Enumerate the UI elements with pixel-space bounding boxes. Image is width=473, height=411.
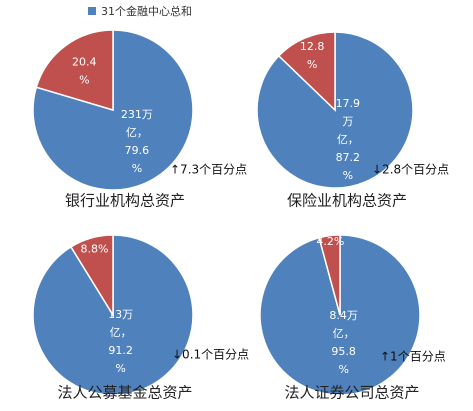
value-label: 亿， (333, 327, 355, 340)
annotation: ↓2.8个百分点 (372, 163, 449, 177)
value-label: % (343, 169, 353, 182)
value-label: 87.2 (336, 151, 361, 164)
value-label: % (79, 74, 89, 87)
value-label: 231万 (121, 108, 153, 121)
value-label: 17.9 (336, 97, 361, 110)
annotation: ↑1个百分点 (380, 350, 446, 364)
value-label: 万 (342, 115, 353, 128)
pie-title: 法人证券公司总资产 (284, 384, 419, 402)
value-label: 8.8% (80, 243, 108, 256)
pie-title: 银行业机构总资产 (65, 192, 185, 210)
pie-slice (318, 234, 341, 316)
value-label: 91.2 (108, 344, 133, 357)
pie-slice (69, 234, 114, 318)
legend-swatch (88, 7, 96, 15)
pie-title: 保险业机构总资产 (287, 192, 407, 210)
value-label: 4.2% (316, 235, 344, 248)
value-label: % (115, 362, 125, 375)
annotation: ↓0.1个百分点 (172, 348, 249, 362)
pie-title: 法人公募基金总资产 (57, 384, 192, 402)
value-label: % (338, 363, 348, 376)
pie-slice (35, 29, 114, 112)
value-label: % (307, 58, 317, 71)
value-label: 79.6 (125, 144, 150, 157)
value-label: 95.8 (331, 345, 356, 358)
value-label: 亿， (126, 126, 148, 139)
value-label: 12.8 (300, 40, 325, 53)
legend-label: 31个金融中心总和 (101, 4, 192, 18)
value-label: 亿， (337, 133, 359, 146)
value-label: 20.4 (72, 56, 97, 69)
pie-slice (277, 31, 336, 112)
value-label: 8.4万 (329, 309, 358, 322)
value-label: % (132, 162, 142, 175)
annotation: ↑7.3个百分点 (170, 163, 247, 177)
value-label: 亿， (110, 326, 132, 339)
value-label: 13万 (108, 308, 133, 321)
